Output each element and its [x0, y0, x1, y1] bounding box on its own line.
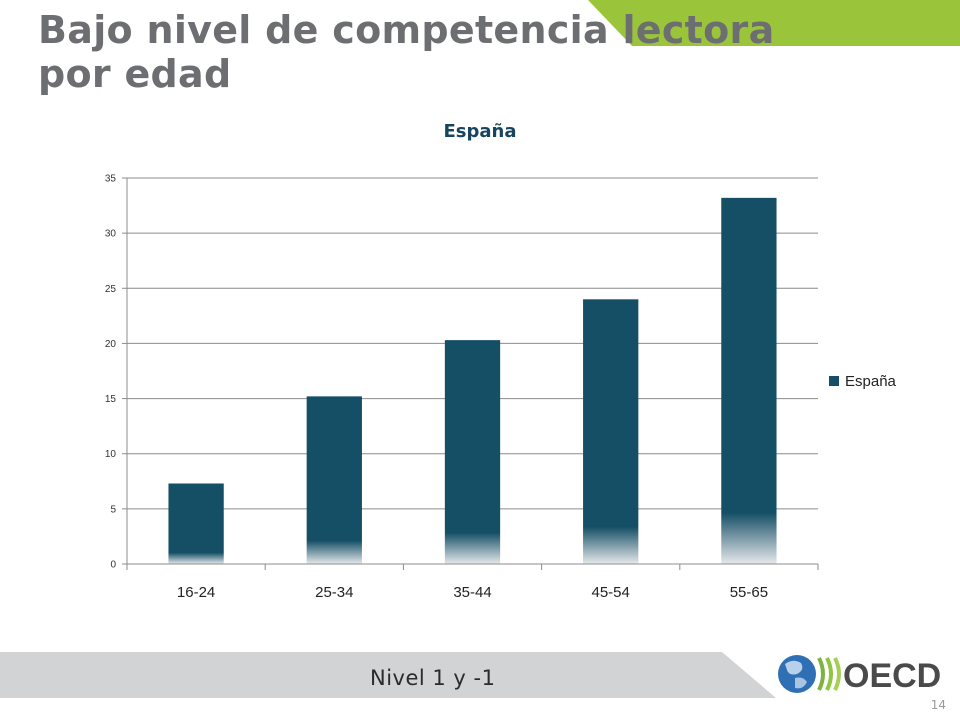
- page-number: 14: [930, 698, 946, 712]
- bar-25-34: [306, 396, 362, 564]
- y-tick-label: 30: [105, 229, 117, 240]
- oecd-wordmark: OECD: [843, 657, 941, 695]
- footer-label: Nivel 1 y -1: [370, 666, 496, 690]
- x-tick-label: 16-24: [177, 584, 215, 601]
- y-tick-label: 35: [105, 174, 117, 185]
- y-tick-label: 10: [105, 449, 117, 460]
- chart-title: España: [443, 121, 517, 142]
- slide-title: Bajo nivel de competencia lectora por ed…: [38, 8, 775, 96]
- x-tick-label: 45-54: [592, 584, 630, 601]
- y-tick-label: 15: [105, 394, 117, 405]
- oecd-logo: OECD: [778, 655, 941, 695]
- green-accent-band: [588, 0, 960, 46]
- y-tick-label: 5: [110, 504, 116, 515]
- x-tick-label: 25-34: [315, 584, 353, 601]
- footer-banner: [0, 652, 776, 698]
- bar-45-54: [583, 299, 639, 564]
- bar-55-65: [721, 197, 777, 564]
- y-tick-label: 0: [110, 560, 116, 571]
- x-tick-label: 55-65: [730, 584, 768, 601]
- x-tick-label: 35-44: [453, 584, 491, 601]
- bar-35-44: [444, 340, 501, 564]
- bar-16-24: [168, 483, 224, 564]
- legend-swatch: [829, 376, 839, 386]
- y-tick-label: 20: [105, 339, 117, 350]
- y-tick-label: 25: [105, 284, 117, 295]
- legend-label: España: [845, 373, 897, 390]
